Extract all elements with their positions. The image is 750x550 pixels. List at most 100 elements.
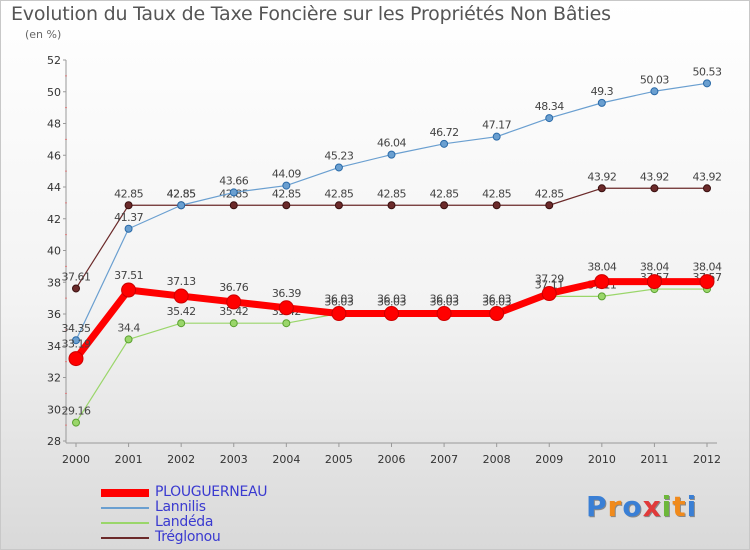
data-label-lannilis: 47.17 xyxy=(482,119,511,132)
data-label-treglonou: 42.85 xyxy=(377,187,406,200)
data-point-plouguerneau xyxy=(68,351,84,367)
logo-letter: i xyxy=(661,490,673,523)
data-label-plouguerneau: 36.39 xyxy=(272,287,301,300)
logo-letter: x xyxy=(642,490,662,523)
x-tick-label: 2002 xyxy=(167,453,195,466)
x-tick-label: 2004 xyxy=(272,453,300,466)
x-tick-label: 2005 xyxy=(325,453,353,466)
data-point-lannilis xyxy=(72,336,80,345)
data-label-treglonou: 42.85 xyxy=(167,187,196,200)
data-point-lannilis xyxy=(703,79,711,88)
data-point-landeda xyxy=(597,292,606,301)
logo-letter: i xyxy=(686,490,698,523)
data-point-plouguerneau xyxy=(121,282,137,298)
x-tick-label: 2008 xyxy=(483,453,511,466)
data-label-landeda: 35.42 xyxy=(167,305,196,318)
data-point-treglonou xyxy=(597,184,606,193)
proxiti-logo: Proxiti xyxy=(586,490,697,523)
data-label-lannilis: 42.85 xyxy=(167,187,196,200)
data-label-treglonou: 42.85 xyxy=(535,187,564,200)
x-tick-label: 2011 xyxy=(640,453,668,466)
logo-letter: t xyxy=(672,490,687,523)
legend-label-treglonou: Tréglonou xyxy=(155,529,221,545)
data-label-lannilis: 49.3 xyxy=(591,85,614,98)
y-tick-label: 30 xyxy=(47,403,61,416)
data-label-plouguerneau: 37.29 xyxy=(535,273,564,286)
y-tick-label: 38 xyxy=(47,276,61,289)
y-tick-label: 52 xyxy=(47,54,61,67)
data-label-landeda: 34.4 xyxy=(117,321,140,334)
data-point-plouguerneau xyxy=(699,274,715,290)
data-point-lannilis xyxy=(597,98,606,107)
data-point-plouguerneau xyxy=(594,274,610,290)
data-point-landeda xyxy=(282,319,291,328)
data-point-lannilis xyxy=(387,150,396,159)
data-point-treglonou xyxy=(124,201,133,210)
data-label-lannilis: 50.53 xyxy=(693,65,722,78)
data-point-lannilis xyxy=(492,132,501,141)
y-tick-label: 28 xyxy=(47,435,61,448)
data-label-treglonou: 42.85 xyxy=(430,187,459,200)
data-point-treglonou xyxy=(545,201,554,210)
y-tick-label: 34 xyxy=(47,340,61,353)
data-point-lannilis xyxy=(177,201,186,210)
data-label-plouguerneau: 36.03 xyxy=(377,293,406,306)
data-point-treglonou xyxy=(282,201,291,210)
data-point-lannilis xyxy=(440,139,449,148)
data-label-lannilis: 41.37 xyxy=(114,211,143,224)
data-point-plouguerneau xyxy=(489,306,505,322)
data-label-plouguerneau: 36.03 xyxy=(324,293,353,306)
data-label-plouguerneau: 36.03 xyxy=(482,293,511,306)
data-point-lannilis xyxy=(229,188,238,197)
data-label-plouguerneau: 38.04 xyxy=(693,261,722,274)
data-point-treglonou xyxy=(440,201,449,210)
x-tick-label: 2010 xyxy=(588,453,616,466)
data-label-landeda: 35.42 xyxy=(219,305,248,318)
data-point-plouguerneau xyxy=(173,288,189,304)
data-label-lannilis: 44.09 xyxy=(272,168,301,181)
y-tick-label: 50 xyxy=(47,86,61,99)
x-tick-label: 2012 xyxy=(693,453,721,466)
logo-letter: o xyxy=(622,490,643,523)
data-point-treglonou xyxy=(650,184,659,193)
legend-swatch-landeda xyxy=(101,522,149,524)
data-label-landeda: 36.03 xyxy=(430,296,459,309)
y-tick-label: 42 xyxy=(47,213,61,226)
data-point-plouguerneau xyxy=(331,306,347,322)
data-point-lannilis xyxy=(282,181,291,190)
data-point-lannilis xyxy=(124,224,133,233)
y-tick-label: 46 xyxy=(47,149,61,162)
data-label-plouguerneau: 38.04 xyxy=(640,261,669,274)
data-point-treglonou xyxy=(72,284,80,293)
logo-letter: P xyxy=(586,490,608,523)
y-tick-label: 40 xyxy=(47,245,61,258)
legend-swatch-lannilis xyxy=(101,507,149,509)
data-label-landeda: 36.03 xyxy=(377,296,406,309)
y-tick-label: 48 xyxy=(47,118,61,131)
data-point-treglonou xyxy=(229,201,238,210)
data-point-treglonou xyxy=(703,184,711,193)
data-point-plouguerneau xyxy=(278,300,294,316)
y-tick-label: 36 xyxy=(47,308,61,321)
data-point-plouguerneau xyxy=(541,286,557,302)
data-label-lannilis: 45.23 xyxy=(324,149,353,162)
x-tick-label: 2009 xyxy=(535,453,563,466)
legend-swatch-treglonou xyxy=(101,537,149,539)
data-point-landeda xyxy=(177,319,186,328)
y-unit-label: (en %) xyxy=(25,28,62,41)
legend-label-plouguerneau: PLOUGUERNEAU xyxy=(155,484,268,500)
chart-title: Evolution du Taux de Taxe Foncière sur l… xyxy=(11,3,611,25)
data-label-lannilis: 34.35 xyxy=(62,322,91,335)
data-point-lannilis xyxy=(334,163,343,172)
x-tick-label: 2007 xyxy=(430,453,458,466)
data-label-plouguerneau: 36.03 xyxy=(430,293,459,306)
data-label-lannilis: 48.34 xyxy=(535,100,564,113)
x-tick-label: 2006 xyxy=(378,453,406,466)
legend-label-lannilis: Lannilis xyxy=(155,499,206,515)
data-label-landeda: 36.03 xyxy=(324,296,353,309)
x-tick-label: 2001 xyxy=(115,453,143,466)
legend-swatch-plouguerneau xyxy=(101,489,149,497)
data-label-landeda: 36.03 xyxy=(482,296,511,309)
